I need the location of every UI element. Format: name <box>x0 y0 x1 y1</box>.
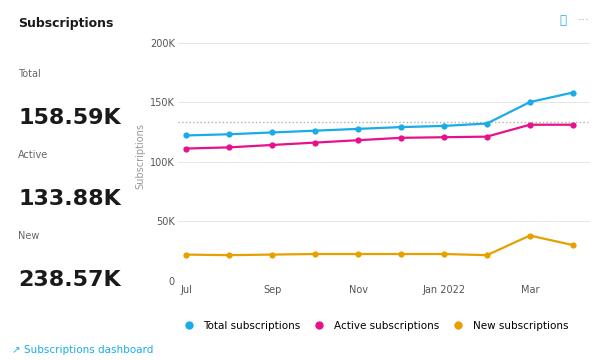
New subscriptions <box>268 252 276 257</box>
Total subscriptions <box>226 132 233 136</box>
New subscriptions <box>311 252 318 256</box>
Text: 133.88K: 133.88K <box>18 189 121 209</box>
Active subscriptions <box>397 136 405 140</box>
Text: ⓘ: ⓘ <box>559 14 566 27</box>
New subscriptions <box>182 252 190 257</box>
Line: New subscriptions: New subscriptions <box>183 233 576 258</box>
Y-axis label: Subscriptions: Subscriptions <box>136 123 146 189</box>
Total subscriptions <box>483 121 491 126</box>
Active subscriptions <box>355 138 362 142</box>
Total subscriptions <box>526 100 533 104</box>
Active subscriptions <box>311 140 318 145</box>
New subscriptions <box>440 252 447 256</box>
New subscriptions <box>355 252 362 256</box>
New subscriptions <box>526 233 533 238</box>
Active subscriptions <box>569 122 576 127</box>
Active subscriptions <box>440 135 447 139</box>
Text: ···: ··· <box>578 14 590 27</box>
Total subscriptions <box>182 133 190 138</box>
New subscriptions <box>226 253 233 257</box>
Total subscriptions <box>268 130 276 135</box>
Text: Active: Active <box>18 150 48 160</box>
Line: Active subscriptions: Active subscriptions <box>183 122 576 152</box>
Active subscriptions <box>483 135 491 139</box>
New subscriptions <box>397 252 405 256</box>
Total subscriptions <box>569 90 576 95</box>
Text: 158.59K: 158.59K <box>18 108 120 128</box>
Text: ↗ Subscriptions dashboard: ↗ Subscriptions dashboard <box>12 345 154 355</box>
Text: Total: Total <box>18 69 41 79</box>
Active subscriptions <box>182 147 190 151</box>
Text: Subscriptions: Subscriptions <box>18 17 113 30</box>
Active subscriptions <box>526 122 533 127</box>
Total subscriptions <box>311 129 318 133</box>
Total subscriptions <box>397 125 405 129</box>
New subscriptions <box>483 253 491 257</box>
New subscriptions <box>569 243 576 247</box>
Total subscriptions <box>355 127 362 131</box>
Active subscriptions <box>226 145 233 149</box>
Total subscriptions <box>440 124 447 128</box>
Active subscriptions <box>268 143 276 147</box>
Text: 238.57K: 238.57K <box>18 270 120 290</box>
Legend: Total subscriptions, Active subscriptions, New subscriptions: Total subscriptions, Active subscription… <box>174 317 573 335</box>
Text: New: New <box>18 231 40 241</box>
Line: Total subscriptions: Total subscriptions <box>183 89 576 139</box>
